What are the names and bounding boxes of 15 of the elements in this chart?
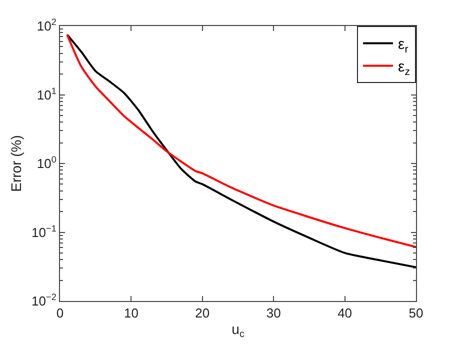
y-tick-label: 10$^{1}$	[36, 86, 56, 102]
x-tick-label: 50	[408, 306, 424, 321]
x-axis-title: u$_{c}$	[232, 320, 244, 340]
legend-label: ε$_{z}$	[398, 58, 410, 78]
y-axis-title: Error (%)	[8, 135, 24, 192]
y-tick-label: 10$^{2}$	[36, 17, 56, 34]
x-tick-label: 40	[338, 306, 352, 321]
x-tick-label: 30	[266, 306, 281, 321]
y-tick-label: 10$^{−2}$	[32, 292, 56, 309]
y-tick-label: 10$^{0}$	[36, 154, 56, 172]
x-tick-label: 0	[56, 306, 64, 321]
legend-label: ε$_{r}$	[398, 36, 409, 56]
x-tick-label: 10	[124, 306, 138, 321]
x-tick-label: 20	[195, 306, 210, 321]
y-tick-label: 10$^{−1}$	[32, 223, 56, 240]
